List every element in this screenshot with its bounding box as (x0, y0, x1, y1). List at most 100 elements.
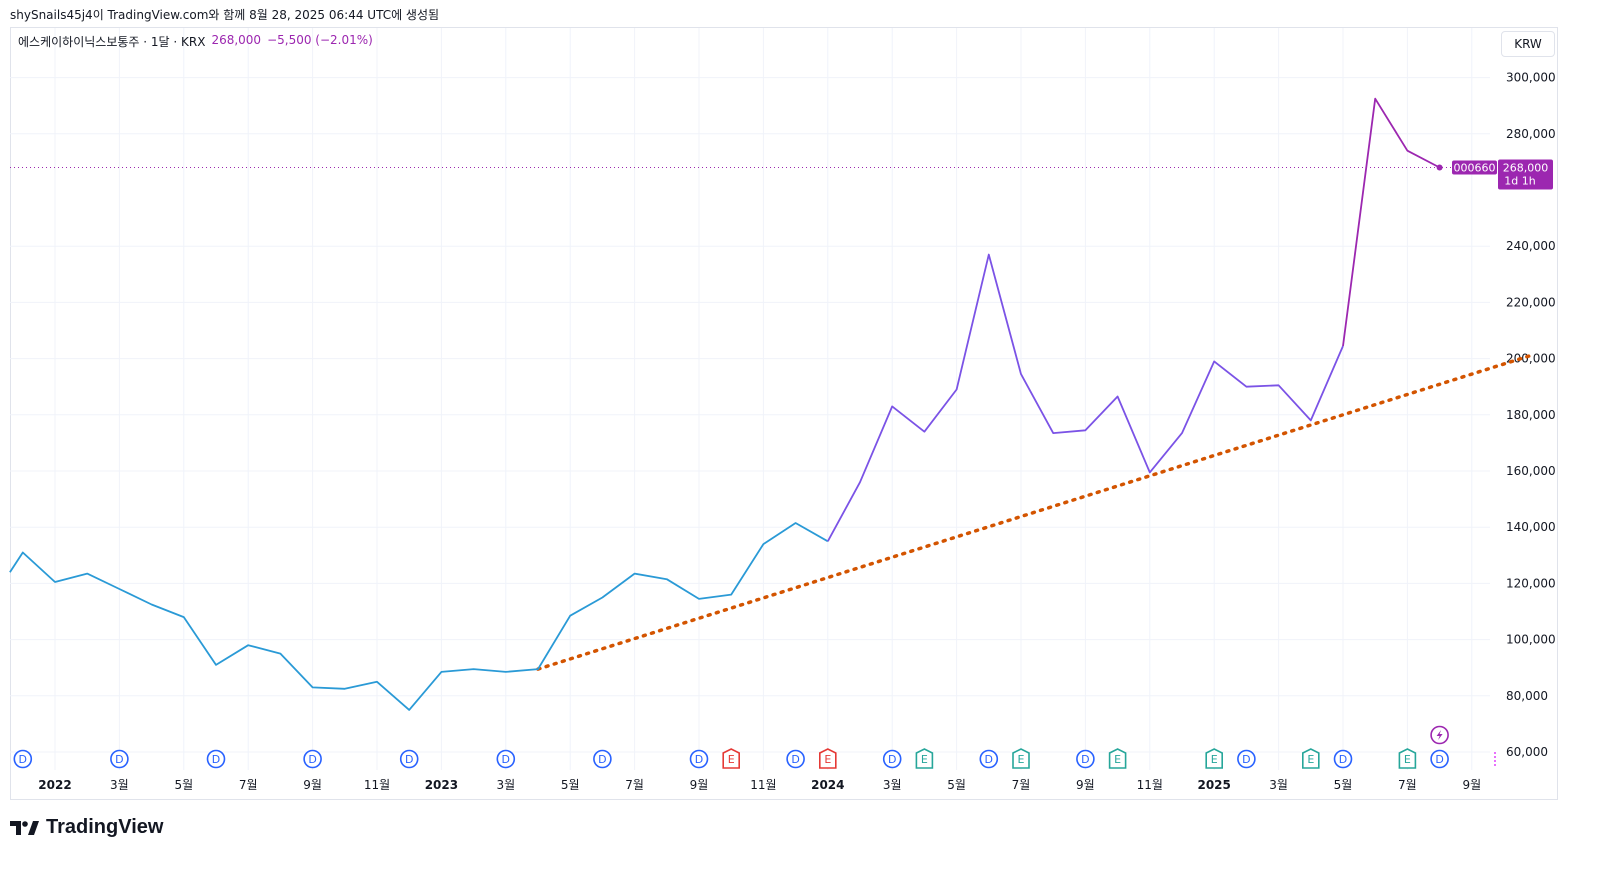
x-tick-label: 2023 (425, 778, 458, 792)
x-tick-label: 3월 (110, 778, 129, 792)
svg-text:E: E (728, 753, 735, 766)
earnings-marker[interactable]: E (819, 748, 837, 769)
y-tick-label: 300,000 (1506, 71, 1556, 85)
x-tick-label: 5월 (947, 778, 966, 792)
svg-text:D: D (1339, 753, 1347, 766)
svg-text:D: D (598, 753, 606, 766)
dividend-marker[interactable]: D (593, 749, 612, 769)
x-tick-label: 9월 (690, 778, 709, 792)
lightning-icon[interactable] (1430, 725, 1449, 745)
brand-name: TradingView (46, 816, 164, 838)
dividend-marker[interactable]: D (689, 749, 709, 769)
legend-change: −5,500 (−2.01%) (267, 33, 373, 47)
x-tick-label: 2022 (38, 778, 71, 792)
svg-text:D: D (888, 753, 896, 766)
trend-line (536, 354, 1532, 671)
x-tick-label: 3월 (1269, 778, 1288, 792)
earnings-marker[interactable]: E (915, 748, 934, 769)
chart-grid (10, 28, 1490, 770)
y-tick-label: 60,000 (1506, 745, 1548, 759)
dividend-marker[interactable]: D (1237, 749, 1256, 769)
dividend-marker[interactable]: D (206, 749, 226, 769)
price-series (9, 97, 1443, 711)
svg-text:D: D (1081, 753, 1089, 766)
ticker-tag (1452, 160, 1497, 175)
x-tick-label: 7월 (239, 778, 258, 792)
dividend-marker[interactable]: D (882, 749, 902, 769)
svg-text:D: D (1242, 753, 1250, 766)
legend-symbol: 에스케이하이닉스보통주 · 1달 · KRX (18, 35, 206, 49)
y-tick-label: 220,000 (1506, 295, 1556, 309)
svg-text:D: D (695, 753, 703, 766)
tradingview-brand[interactable]: TradingView (10, 816, 163, 839)
series-line-2 (1342, 97, 1441, 347)
y-tick-label: 200,000 (1506, 352, 1556, 366)
svg-text:D: D (212, 753, 220, 766)
x-tick-label: 2024 (811, 778, 844, 792)
dividend-marker[interactable]: D (303, 749, 322, 769)
legend-price: 268,000 (211, 33, 262, 47)
currency-button[interactable]: KRW (1501, 31, 1555, 57)
chart-frame (10, 27, 1558, 800)
x-tick-label: 11월 (750, 778, 776, 792)
symbol-legend[interactable]: 에스케이하이닉스보통주 · 1달 · KRX 268,000 −5,500 (−… (18, 33, 373, 50)
ticker-tag-label: 000660 (1454, 162, 1496, 175)
x-tick-label: 5월 (561, 778, 580, 792)
svg-text:E: E (1307, 753, 1314, 766)
y-tick-label: 180,000 (1506, 408, 1556, 422)
dividend-marker[interactable]: D (1430, 749, 1449, 769)
x-tick-label: 2025 (1197, 778, 1230, 792)
dividend-marker[interactable]: D (786, 749, 805, 769)
svg-text:D: D (19, 753, 27, 766)
x-tick-label: 5월 (174, 778, 193, 792)
tradingview-logo-icon (10, 820, 39, 835)
x-tick-label: 5월 (1334, 778, 1353, 792)
x-tick-label: 9월 (1076, 778, 1095, 792)
x-tick-label: 3월 (496, 778, 515, 792)
x-tick-label: 3월 (883, 778, 902, 792)
svg-text:E: E (921, 753, 928, 766)
earnings-marker[interactable]: E (1108, 748, 1127, 769)
trend-line-segment (536, 354, 1532, 671)
x-tick-label: 9월 (1462, 778, 1481, 792)
dividend-marker[interactable]: D (1333, 749, 1353, 769)
dividend-marker[interactable]: D (1076, 749, 1095, 769)
svg-text:D: D (115, 753, 123, 766)
dividend-marker[interactable]: D (496, 749, 516, 769)
x-tick-label: 9월 (303, 778, 322, 792)
earnings-marker[interactable]: E (1398, 748, 1417, 769)
y-tick-label: 140,000 (1506, 520, 1556, 534)
x-tick-label: 11월 (1137, 778, 1163, 792)
svg-text:E: E (1114, 753, 1121, 766)
countdown-label: 1d 1h (1504, 175, 1535, 188)
x-axis-ticks: 2022 3월 5월 7월 9월 11월 2023 3월 5월 7월 9월 11월 2024 3월 5월 7월… (38, 778, 1481, 792)
dividend-marker[interactable]: D (13, 749, 33, 769)
dividend-marker[interactable]: D (399, 749, 419, 769)
svg-text:E: E (1404, 753, 1411, 766)
earnings-marker[interactable]: E (722, 748, 740, 769)
svg-text:D: D (405, 753, 413, 766)
y-axis-ticks: 300,000 280,000 240,000 220,000 200,000 180,0… (1506, 71, 1556, 759)
svg-text:D: D (791, 753, 799, 766)
x-tick-label: 11월 (364, 778, 390, 792)
svg-text:D: D (502, 753, 510, 766)
svg-text:E: E (1211, 753, 1218, 766)
earnings-marker[interactable]: E (1012, 748, 1030, 769)
svg-text:D: D (985, 753, 993, 766)
last-point-dot (1436, 164, 1443, 171)
series-line-0 (9, 522, 829, 711)
earnings-marker[interactable]: E (1205, 748, 1223, 769)
dividend-marker[interactable]: D (979, 749, 999, 769)
svg-text:D: D (308, 753, 316, 766)
earnings-marker[interactable]: E (1302, 748, 1320, 769)
y-tick-label: 280,000 (1506, 127, 1556, 141)
x-tick-label: 7월 (1398, 778, 1417, 792)
svg-text:E: E (1018, 753, 1025, 766)
y-tick-label: 240,000 (1506, 239, 1556, 253)
dividend-marker[interactable]: D (110, 749, 129, 769)
y-tick-label: 100,000 (1506, 633, 1556, 647)
